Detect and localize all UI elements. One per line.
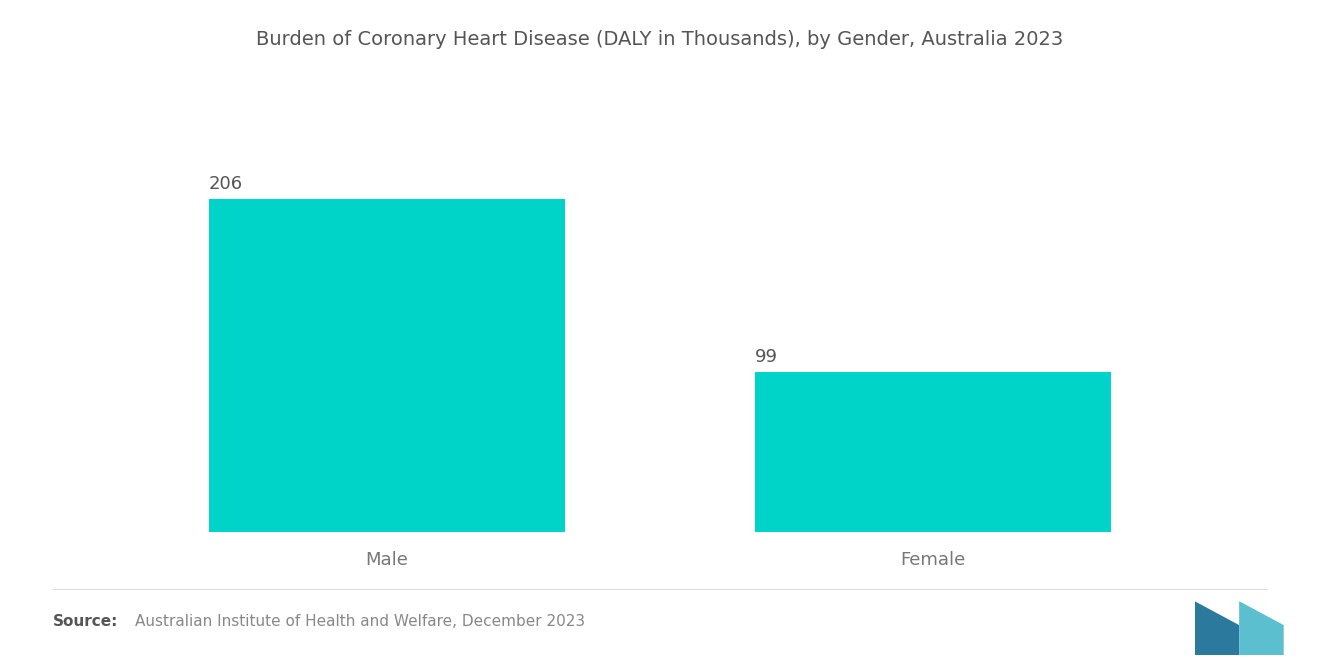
Text: Australian Institute of Health and Welfare, December 2023: Australian Institute of Health and Welfa… [135,614,585,629]
Text: 206: 206 [209,175,243,193]
Text: 99: 99 [755,348,777,366]
Bar [755,372,1111,532]
Polygon shape [1195,601,1239,655]
Bar [209,200,565,532]
Text: Source:: Source: [53,614,119,629]
Text: Burden of Coronary Heart Disease (DALY in Thousands), by Gender, Australia 2023: Burden of Coronary Heart Disease (DALY i… [256,30,1064,49]
Polygon shape [1239,601,1283,655]
